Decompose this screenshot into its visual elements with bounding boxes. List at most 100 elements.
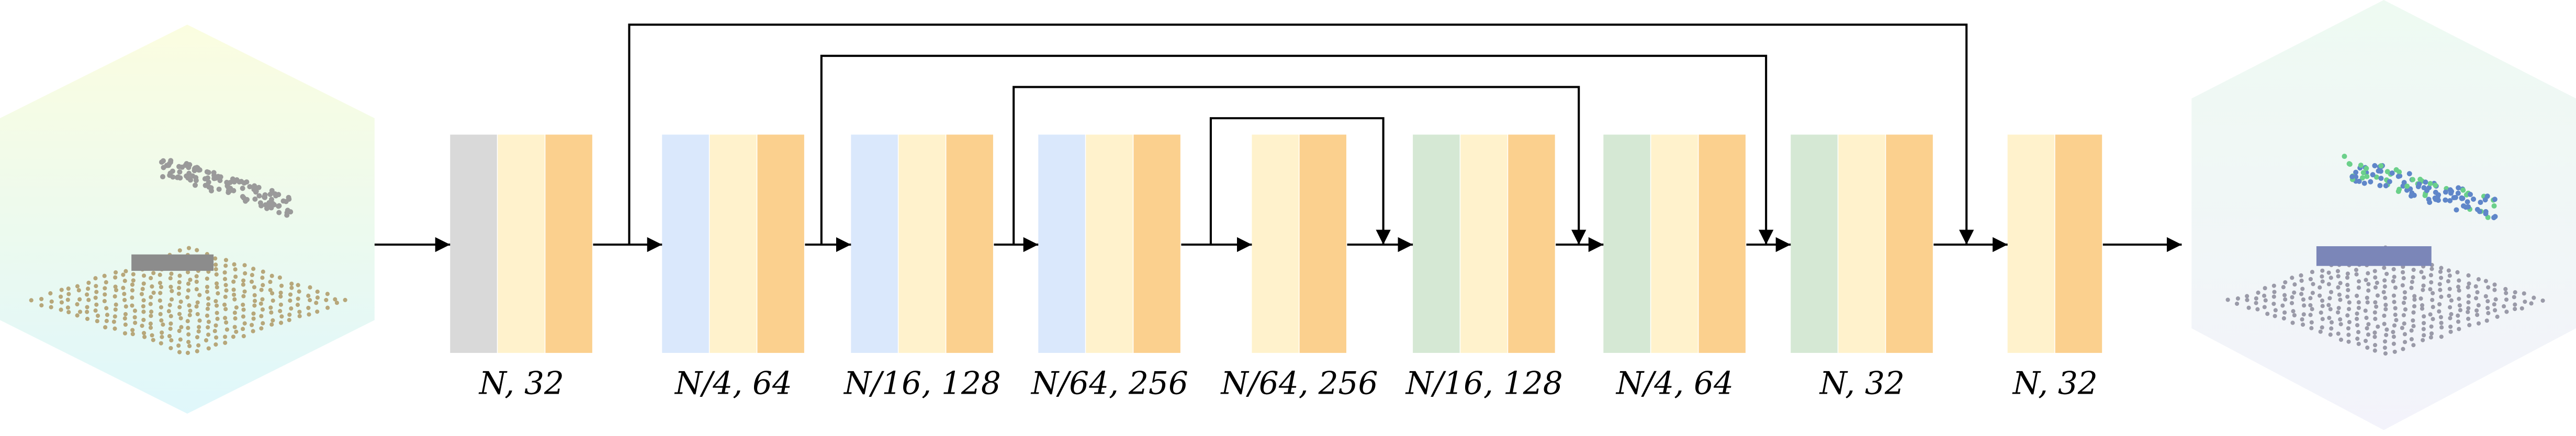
- point: [2308, 313, 2313, 317]
- point: [2402, 340, 2408, 345]
- point: [159, 159, 165, 165]
- point: [186, 246, 192, 250]
- point: [2345, 294, 2350, 299]
- point: [2383, 303, 2388, 307]
- point: [121, 272, 126, 277]
- point: [2373, 285, 2378, 290]
- point: [2365, 300, 2370, 305]
- point: [2446, 268, 2451, 273]
- point: [2364, 165, 2369, 171]
- point: [2421, 327, 2426, 331]
- point: [151, 271, 156, 276]
- layer-b: [851, 134, 898, 353]
- point: [2393, 313, 2398, 317]
- point: [2382, 278, 2387, 283]
- point: [2281, 285, 2286, 290]
- point: [48, 291, 53, 296]
- point: [2478, 200, 2483, 205]
- point: [241, 302, 245, 307]
- point: [2372, 269, 2377, 273]
- point: [195, 349, 199, 353]
- point: [59, 300, 64, 305]
- point: [2382, 284, 2387, 289]
- block-label: N, 32: [478, 366, 564, 402]
- point: [114, 302, 118, 307]
- point: [2320, 274, 2324, 279]
- point: [2439, 320, 2444, 325]
- point: [271, 318, 275, 323]
- point: [2349, 174, 2355, 180]
- point: [2360, 170, 2366, 176]
- point: [105, 313, 110, 317]
- point: [2372, 343, 2378, 348]
- point: [261, 269, 265, 274]
- point: [149, 309, 154, 314]
- point: [75, 284, 80, 289]
- point: [206, 302, 211, 307]
- point: [2409, 337, 2414, 341]
- point: [2376, 324, 2380, 329]
- point: [206, 319, 211, 324]
- point: [315, 289, 320, 294]
- point: [2299, 292, 2304, 296]
- point: [215, 311, 219, 315]
- point: [2337, 292, 2342, 297]
- point: [2423, 179, 2428, 185]
- point: [166, 163, 172, 168]
- point: [2431, 305, 2435, 309]
- point: [2409, 328, 2414, 333]
- point: [122, 331, 128, 336]
- point: [141, 273, 147, 278]
- point: [287, 318, 291, 323]
- block-label: N, 32: [2012, 366, 2098, 402]
- point: [2346, 161, 2352, 167]
- point: [2378, 163, 2384, 169]
- point: [130, 282, 135, 287]
- point: [2447, 198, 2453, 203]
- point: [2456, 185, 2461, 191]
- block-label: N/4, 64: [1615, 366, 1734, 402]
- point: [2329, 320, 2334, 325]
- point: [95, 313, 100, 318]
- point: [141, 309, 146, 314]
- point: [148, 322, 153, 326]
- point: [2311, 282, 2315, 286]
- point: [2354, 268, 2359, 272]
- point: [2473, 284, 2478, 289]
- point: [242, 321, 247, 326]
- point: [103, 325, 108, 330]
- point: [2448, 324, 2453, 329]
- point: [205, 313, 210, 318]
- point: [276, 210, 282, 215]
- point: [242, 263, 247, 268]
- point: [178, 300, 183, 304]
- point: [130, 328, 135, 332]
- point: [2391, 341, 2396, 346]
- point: [276, 203, 282, 209]
- point: [2378, 168, 2383, 174]
- point: [223, 294, 228, 299]
- point: [2345, 271, 2350, 276]
- point: [185, 319, 190, 324]
- point: [131, 272, 136, 277]
- point: [66, 309, 71, 315]
- point: [2437, 282, 2442, 286]
- point: [2290, 320, 2295, 325]
- point: [223, 258, 229, 262]
- point: [2356, 300, 2361, 305]
- point: [2493, 297, 2498, 302]
- point: [233, 316, 238, 321]
- point: [2366, 322, 2371, 327]
- point: [2384, 271, 2389, 276]
- point: [2327, 296, 2332, 301]
- point: [2393, 167, 2399, 173]
- point: [2392, 349, 2397, 354]
- point: [2411, 343, 2416, 348]
- point: [158, 291, 163, 295]
- point: [2262, 293, 2267, 298]
- point: [2327, 316, 2332, 320]
- point: [2485, 306, 2490, 311]
- point: [2433, 182, 2438, 188]
- point: [297, 289, 301, 294]
- point: [186, 326, 190, 330]
